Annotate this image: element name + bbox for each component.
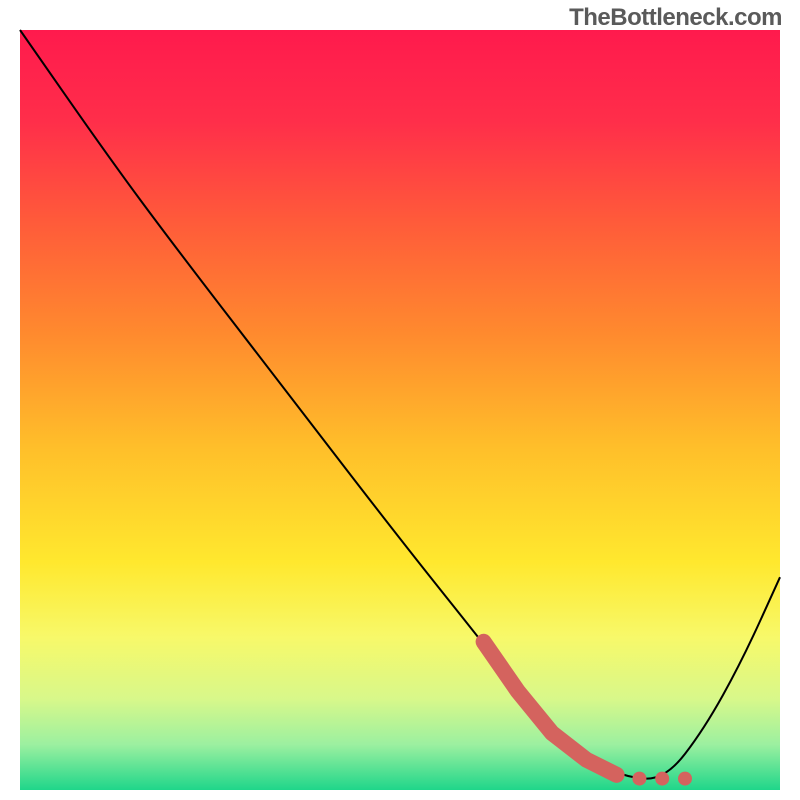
watermark-text: TheBottleneck.com (569, 4, 782, 32)
highlight-dot (678, 772, 692, 786)
highlight-dots (632, 772, 692, 786)
chart-container: TheBottleneck.com (0, 0, 800, 800)
highlight-dot (655, 772, 669, 786)
bottleneck-curve-chart (0, 0, 800, 800)
highlight-dot (632, 772, 646, 786)
gradient-background (20, 30, 780, 790)
